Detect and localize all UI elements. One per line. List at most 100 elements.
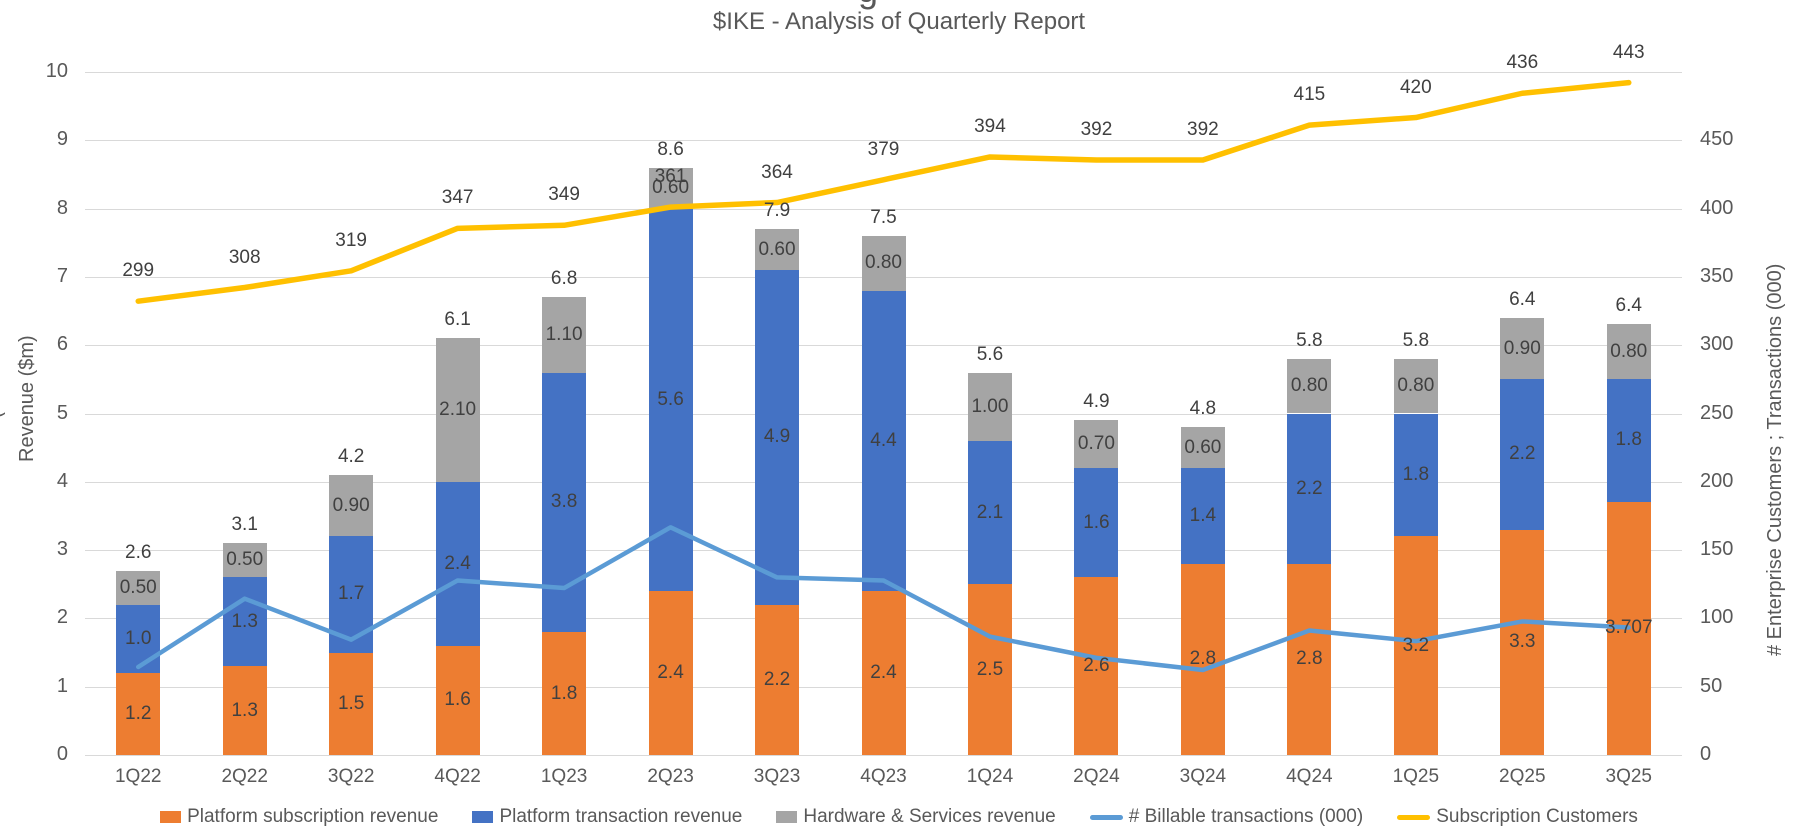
bar-segment-label: 0.80 — [1610, 340, 1648, 362]
bar-total-label: 6.4 — [1615, 295, 1642, 317]
right-axis-tick-label: 450 — [1700, 128, 1734, 151]
legend-item: Subscription Customers — [1397, 806, 1638, 828]
left-axis-tick-label: 9 — [56, 128, 68, 151]
left-axis-tick-label: 7 — [56, 264, 68, 287]
bar-segment — [967, 372, 1012, 441]
line-point-label: 392 — [1080, 119, 1113, 141]
x-axis-category-label: 1Q22 — [114, 766, 162, 787]
bar-total-label: 7.9 — [763, 200, 791, 222]
bar-segment-label: 2.1 — [976, 501, 1004, 523]
x-axis-category-label: 4Q23 — [860, 766, 907, 787]
bar-segment-label: 2.4 — [870, 662, 897, 684]
legend-item: Hardware & Services revenue — [776, 806, 1056, 828]
left-axis-tick-label: 6 — [56, 333, 68, 356]
bar-segment-label: 1.6 — [1083, 511, 1110, 533]
right-axis-tick-label: 300 — [1700, 333, 1734, 356]
bar-segment-label: 2.8 — [1189, 648, 1217, 670]
legend-item: Platform transaction revenue — [472, 806, 742, 828]
bar-segment — [435, 338, 480, 482]
legend: Platform subscription revenue Platform tr… — [0, 806, 1798, 828]
bar-segment-label: 2.8 — [1296, 648, 1323, 670]
bar-segment-label: 1.10 — [545, 323, 583, 345]
x-axis-category-label: 1Q24 — [966, 766, 1014, 787]
legend-label: Subscription Customers — [1436, 806, 1638, 827]
bar-segment-label: 2.2 — [1296, 477, 1323, 499]
bar-segment-label: 2.6 — [1083, 655, 1110, 677]
bar-segment-label: 0.60 — [652, 177, 690, 199]
legend-label: # Billable transactions (000) — [1128, 806, 1364, 827]
x-axis-category-label: 2Q24 — [1073, 766, 1120, 787]
bar-total-label: 7.5 — [870, 206, 897, 228]
line-point-label: 394 — [974, 115, 1006, 137]
line-point-label: 319 — [335, 229, 367, 251]
left-axis-tick-label: 3 — [56, 538, 68, 561]
right-axis-title: # Enterprise Customers ; Transactions (0… — [1764, 263, 1786, 656]
line-point-label: 361 — [654, 166, 687, 188]
bar-segment-label: 3.8 — [550, 491, 578, 513]
bar-total-label: 5.6 — [976, 343, 1004, 365]
left-axis-tick-label: 1 — [56, 674, 68, 697]
legend-label: Hardware & Services revenue — [803, 806, 1056, 827]
bar-total-label: 5.8 — [1402, 329, 1430, 351]
line-point-label: 415 — [1293, 84, 1326, 106]
bar-segment-label: 0.60 — [1184, 436, 1222, 458]
bar-segment-label: 1.7 — [337, 583, 365, 605]
bar-segment — [1500, 379, 1545, 530]
x-axis-category-label: 4Q22 — [434, 766, 481, 787]
bar-total-label: 4.9 — [1083, 391, 1110, 413]
x-axis-category-label: 4Q24 — [1286, 766, 1333, 787]
gridline — [85, 72, 1682, 73]
bar-total-label: 8.6 — [657, 138, 684, 160]
bar-segment-label: 0.80 — [1397, 375, 1435, 397]
x-axis-category-label: 3Q23 — [753, 766, 801, 787]
right-axis-tick-label: 200 — [1700, 469, 1734, 492]
bar-segment-label: 0.80 — [865, 252, 902, 274]
bar-total-label: 6.4 — [1509, 288, 1536, 310]
bar-segment-label: 1.00 — [971, 395, 1009, 417]
left-axis-tick-label: 0 — [56, 743, 68, 765]
legend-line-icon — [1089, 814, 1123, 820]
left-axis-tick-label: 4 — [56, 469, 68, 492]
x-axis-category-label: 3Q22 — [327, 766, 375, 787]
bar-segment-label: 2.10 — [439, 399, 477, 421]
bar-segment-label: 2.5 — [976, 658, 1004, 680]
legend-line-icon — [1397, 814, 1431, 820]
bar-total-label: 5.8 — [1296, 329, 1323, 351]
bar-segment-label: 0.70 — [1077, 433, 1115, 455]
bar-segment — [1606, 378, 1651, 502]
right-axis-tick-label: 0 — [1700, 743, 1712, 765]
gridline — [85, 755, 1682, 756]
left-axis-tick-label: 10 — [45, 60, 68, 82]
bar-segment-label: 0.80 — [1290, 375, 1328, 397]
bar-total-label: 3.1 — [231, 514, 258, 536]
bar-segment — [1287, 358, 1332, 414]
right-axis-tick-label: 350 — [1700, 264, 1734, 287]
bar-segment — [1180, 427, 1225, 469]
line-point-label: 364 — [761, 161, 793, 183]
bar-segment-label: 0.60 — [758, 238, 796, 260]
bar-segment — [222, 666, 267, 755]
bar-segment — [1393, 358, 1438, 414]
bar-total-label: 4.8 — [1189, 398, 1217, 420]
bar-segment-label: 2.2 — [763, 668, 791, 690]
bar-segment — [116, 673, 161, 755]
bar-segment-label: 0.90 — [1503, 337, 1541, 359]
bar-total-label: 6.1 — [444, 309, 471, 331]
right-axis-tick-label: 150 — [1700, 538, 1734, 561]
legend-item: Platform subscription revenue — [160, 806, 438, 828]
line-point-label: 349 — [548, 184, 580, 206]
line-point-label: 436 — [1506, 52, 1539, 74]
right-axis-tick-label: 100 — [1700, 606, 1734, 629]
bar-segment — [1500, 317, 1545, 380]
legend-label: Platform transaction revenue — [499, 806, 743, 827]
bar-segment-label: 3.707 — [1604, 617, 1653, 639]
line-point-label: 308 — [228, 246, 261, 268]
right-axis-tick-label: 250 — [1700, 401, 1734, 424]
bar-segment-label: 1.8 — [1615, 429, 1642, 451]
left-axis-tick-label: 8 — [56, 196, 68, 219]
chart-title: $IKE - Analysis of Quarterly Report — [712, 8, 1086, 35]
line-point-label: 379 — [867, 138, 900, 160]
clipped-title-fragment: g — [858, 0, 902, 13]
bar-segment-label: 2.4 — [444, 552, 471, 574]
